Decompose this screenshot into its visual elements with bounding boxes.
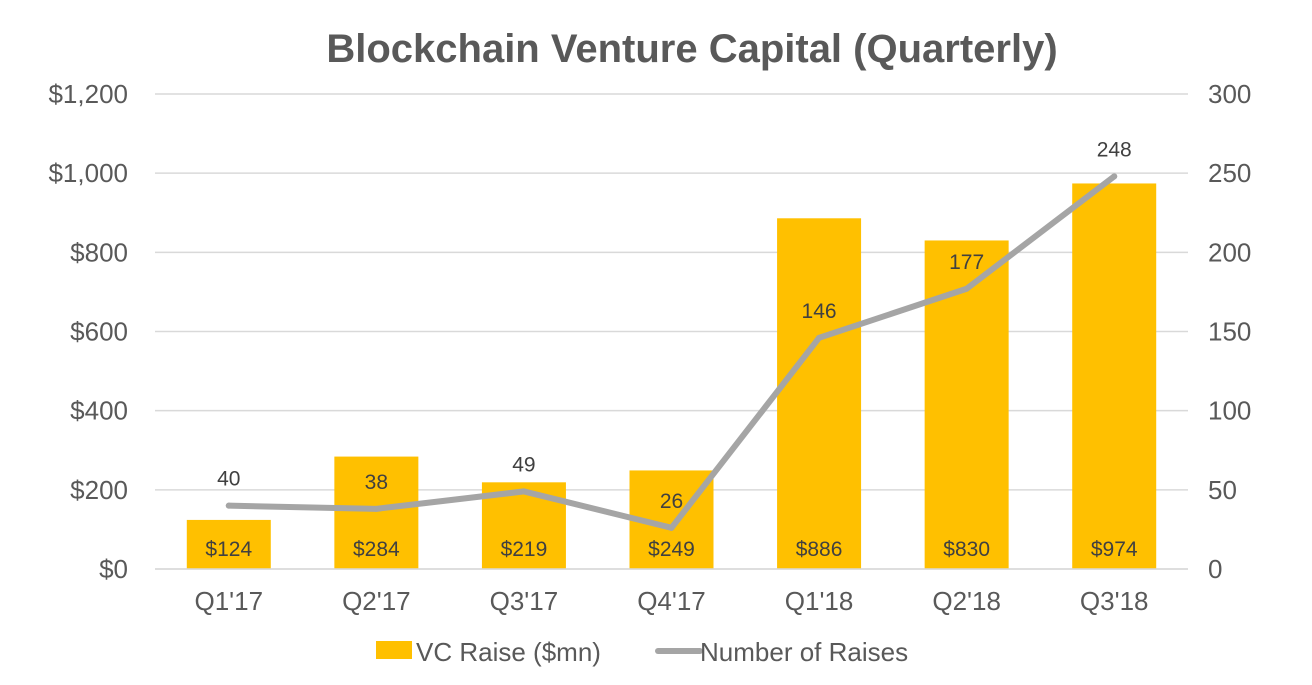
bar-value-label: $886 (796, 538, 843, 561)
x-axis: Q1'17 Q2'17 Q3'17 Q4'17 Q1'18 Q2'18 Q3'18 (155, 568, 1188, 616)
left-axis-tick-label: $800 (70, 237, 128, 267)
line-value-label: 26 (660, 490, 683, 513)
bar (186, 519, 271, 569)
bar-series (186, 183, 1157, 570)
x-axis-tick-label: Q1'18 (785, 586, 854, 616)
legend-label-vc-raise: VC Raise ($mn) (416, 637, 601, 667)
line-data-labels: 40 38 49 26 146 177 248 (217, 138, 1132, 513)
line-value-label: 49 (512, 453, 535, 476)
x-axis-tick-label: Q1'17 (194, 586, 263, 616)
legend: VC Raise ($mn) Number of Raises (376, 637, 908, 667)
right-axis-tick-label: 200 (1208, 237, 1251, 267)
left-axis-tick-label: $1,200 (48, 79, 128, 109)
line-point (225, 502, 232, 509)
line-series (225, 173, 1118, 531)
line-value-label: 248 (1097, 138, 1132, 161)
line-value-label: 177 (949, 251, 984, 274)
x-axis-tick-label: Q2'17 (342, 586, 411, 616)
x-axis-tick-label: Q3'18 (1080, 586, 1149, 616)
right-axis-tick-label: 250 (1208, 158, 1251, 188)
x-axis-tick-label: Q2'18 (932, 586, 1001, 616)
left-axis-tick-label: $1,000 (48, 158, 128, 188)
line-point (816, 334, 823, 341)
right-axis-tick-label: 300 (1208, 79, 1251, 109)
legend-label-number-of-raises: Number of Raises (700, 637, 908, 667)
line-point (668, 524, 675, 531)
left-axis-tick-label: $200 (70, 475, 128, 505)
left-axis-tick-label: $600 (70, 317, 128, 347)
line-point (1111, 173, 1118, 180)
x-axis-tick-label: Q4'17 (637, 586, 706, 616)
bar-value-label: $124 (205, 538, 252, 561)
line-point (373, 505, 380, 512)
bar-value-label: $974 (1091, 538, 1138, 561)
legend-swatch-vc-raise (376, 641, 412, 659)
bar-value-label: $219 (501, 538, 548, 561)
line-value-label: 38 (365, 471, 388, 494)
line-value-label: 146 (802, 300, 837, 323)
bar-value-label: $249 (648, 538, 695, 561)
line-point (963, 285, 970, 292)
bar (334, 456, 419, 569)
bar-data-labels: $124 $284 $219 $249 $886 $830 $974 (205, 538, 1137, 561)
gridlines (155, 93, 1188, 570)
left-axis: $0 $200 $400 $600 $800 $1,000 $1,200 (48, 79, 128, 584)
bar-value-label: $284 (353, 538, 400, 561)
right-axis: 0 50 100 150 200 250 300 (1208, 79, 1251, 584)
right-axis-tick-label: 100 (1208, 396, 1251, 426)
bar (777, 218, 862, 569)
chart-title: Blockchain Venture Capital (Quarterly) (326, 27, 1057, 71)
bar (1072, 183, 1157, 570)
right-axis-tick-label: 150 (1208, 317, 1251, 347)
line-point (520, 488, 527, 495)
bar-value-label: $830 (943, 538, 990, 561)
line-value-label: 40 (217, 468, 240, 491)
right-axis-tick-label: 50 (1208, 475, 1237, 505)
x-axis-tick-label: Q3'17 (490, 586, 559, 616)
left-axis-tick-label: $0 (99, 554, 128, 584)
right-axis-tick-label: 0 (1208, 554, 1222, 584)
left-axis-tick-label: $400 (70, 396, 128, 426)
